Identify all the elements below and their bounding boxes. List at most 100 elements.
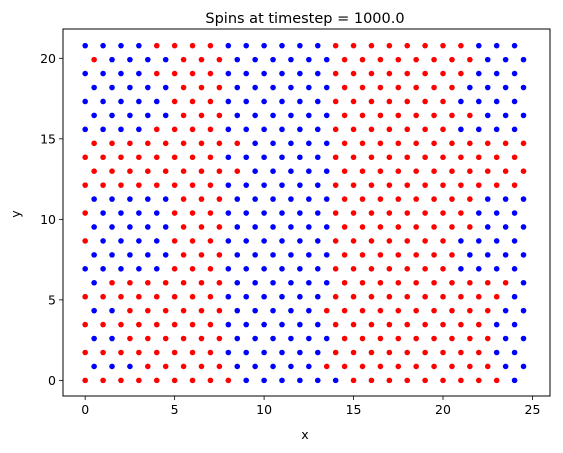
spin-up-point: [332, 98, 339, 105]
spin-down-point: [243, 98, 250, 105]
spin-down-point: [288, 196, 294, 202]
spin-up-point: [332, 42, 339, 49]
spin-up-point: [368, 349, 375, 356]
spin-down-point: [109, 307, 115, 314]
spin-up-point: [332, 238, 339, 244]
spin-up-point: [431, 363, 437, 370]
spin-up-point: [180, 279, 187, 286]
spin-up-point: [189, 293, 196, 300]
spin-up-point: [207, 98, 214, 105]
spin-down-point: [109, 56, 115, 63]
spin-down-point: [279, 377, 285, 384]
spin-down-point: [323, 56, 330, 63]
spin-up-point: [440, 126, 446, 133]
spin-down-point: [82, 266, 88, 272]
spin-up-point: [404, 210, 411, 216]
spin-up-point: [359, 196, 366, 202]
y-tick-label: 15: [40, 131, 56, 146]
spin-down-point: [225, 238, 232, 244]
spin-up-point: [377, 112, 384, 119]
spin-up-point: [162, 140, 169, 147]
spin-up-point: [82, 154, 88, 161]
spin-up-point: [422, 210, 428, 216]
spin-down-point: [118, 238, 124, 244]
spin-up-point: [198, 84, 205, 91]
y-tick-label: 10: [40, 212, 56, 227]
spin-up-point: [368, 126, 375, 133]
spin-up-point: [458, 377, 464, 384]
spin-down-point: [279, 154, 285, 161]
spin-down-point: [493, 70, 500, 77]
spin-up-point: [422, 377, 428, 384]
spin-up-point: [422, 182, 428, 188]
spin-up-point: [386, 349, 393, 356]
spin-down-point: [288, 168, 294, 174]
spin-up-point: [341, 56, 348, 63]
spin-down-point: [323, 140, 330, 147]
spin-up-point: [216, 252, 223, 258]
spin-up-point: [162, 363, 169, 370]
spin-up-point: [377, 307, 384, 314]
spin-down-point: [306, 84, 312, 91]
spin-up-point: [368, 238, 375, 244]
spin-up-point: [467, 168, 473, 174]
spin-up-point: [216, 168, 223, 174]
spin-up-point: [189, 98, 196, 105]
spin-up-point: [440, 182, 446, 188]
spin-up-point: [180, 252, 187, 258]
spin-down-point: [91, 84, 97, 91]
spin-down-point: [252, 335, 258, 342]
spin-up-point: [162, 335, 169, 342]
spin-up-point: [171, 70, 178, 77]
spin-down-point: [306, 140, 312, 147]
spin-up-point: [127, 279, 133, 286]
spin-down-point: [234, 224, 241, 230]
spin-down-point: [270, 363, 276, 370]
spin-down-point: [234, 335, 241, 342]
spin-down-point: [279, 266, 285, 272]
spin-down-point: [225, 321, 232, 328]
spin-down-point: [270, 168, 276, 174]
spin-up-point: [136, 321, 142, 328]
spin-down-point: [520, 196, 527, 202]
spin-down-point: [484, 196, 491, 202]
spin-up-point: [422, 238, 428, 244]
spin-down-point: [502, 56, 509, 63]
spin-up-point: [136, 154, 142, 161]
spin-up-point: [449, 84, 455, 91]
spin-down-point: [475, 98, 482, 105]
spin-up-point: [153, 42, 160, 49]
spin-down-point: [127, 252, 133, 258]
spin-down-point: [145, 224, 151, 230]
spin-up-point: [323, 363, 330, 370]
spin-down-point: [145, 252, 151, 258]
spin-down-point: [234, 84, 241, 91]
spin-down-point: [153, 98, 160, 105]
spin-down-point: [288, 252, 294, 258]
spin-up-point: [189, 182, 196, 188]
spin-down-point: [252, 112, 258, 119]
spin-down-point: [91, 307, 97, 314]
spin-up-point: [341, 307, 348, 314]
spin-up-point: [368, 266, 375, 272]
spin-up-point: [341, 196, 348, 202]
spin-down-point: [243, 377, 250, 384]
spin-down-point: [520, 307, 527, 314]
spin-down-point: [279, 42, 285, 49]
spin-up-point: [198, 196, 205, 202]
spin-up-point: [377, 279, 384, 286]
spin-down-point: [252, 224, 258, 230]
spin-down-point: [475, 210, 482, 216]
spin-up-point: [350, 293, 357, 300]
spin-down-point: [162, 196, 169, 202]
spin-down-point: [520, 84, 527, 91]
spin-down-point: [323, 335, 330, 342]
spin-down-point: [225, 210, 232, 216]
spin-up-point: [431, 196, 437, 202]
spin-up-point: [440, 377, 446, 384]
spin-down-point: [270, 196, 276, 202]
spin-up-point: [171, 210, 178, 216]
spin-up-point: [127, 140, 133, 147]
spin-down-point: [82, 126, 88, 133]
